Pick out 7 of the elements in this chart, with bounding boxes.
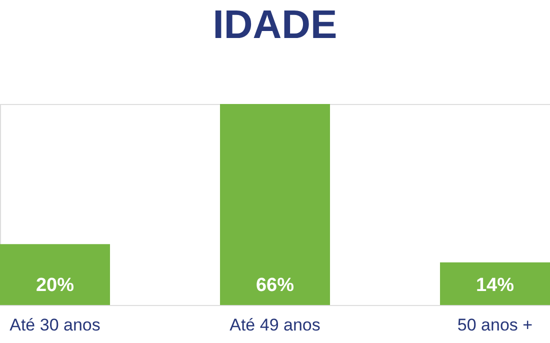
x-tick-label: Até 49 anos xyxy=(230,316,320,334)
data-label: 20% xyxy=(36,275,74,296)
x-tick-label: 50 anos + xyxy=(457,316,533,334)
data-label: 66% xyxy=(256,275,294,296)
chart-title: IDADE xyxy=(212,3,338,47)
data-label: 14% xyxy=(476,275,514,296)
x-tick-label: Até 30 anos xyxy=(10,316,100,334)
